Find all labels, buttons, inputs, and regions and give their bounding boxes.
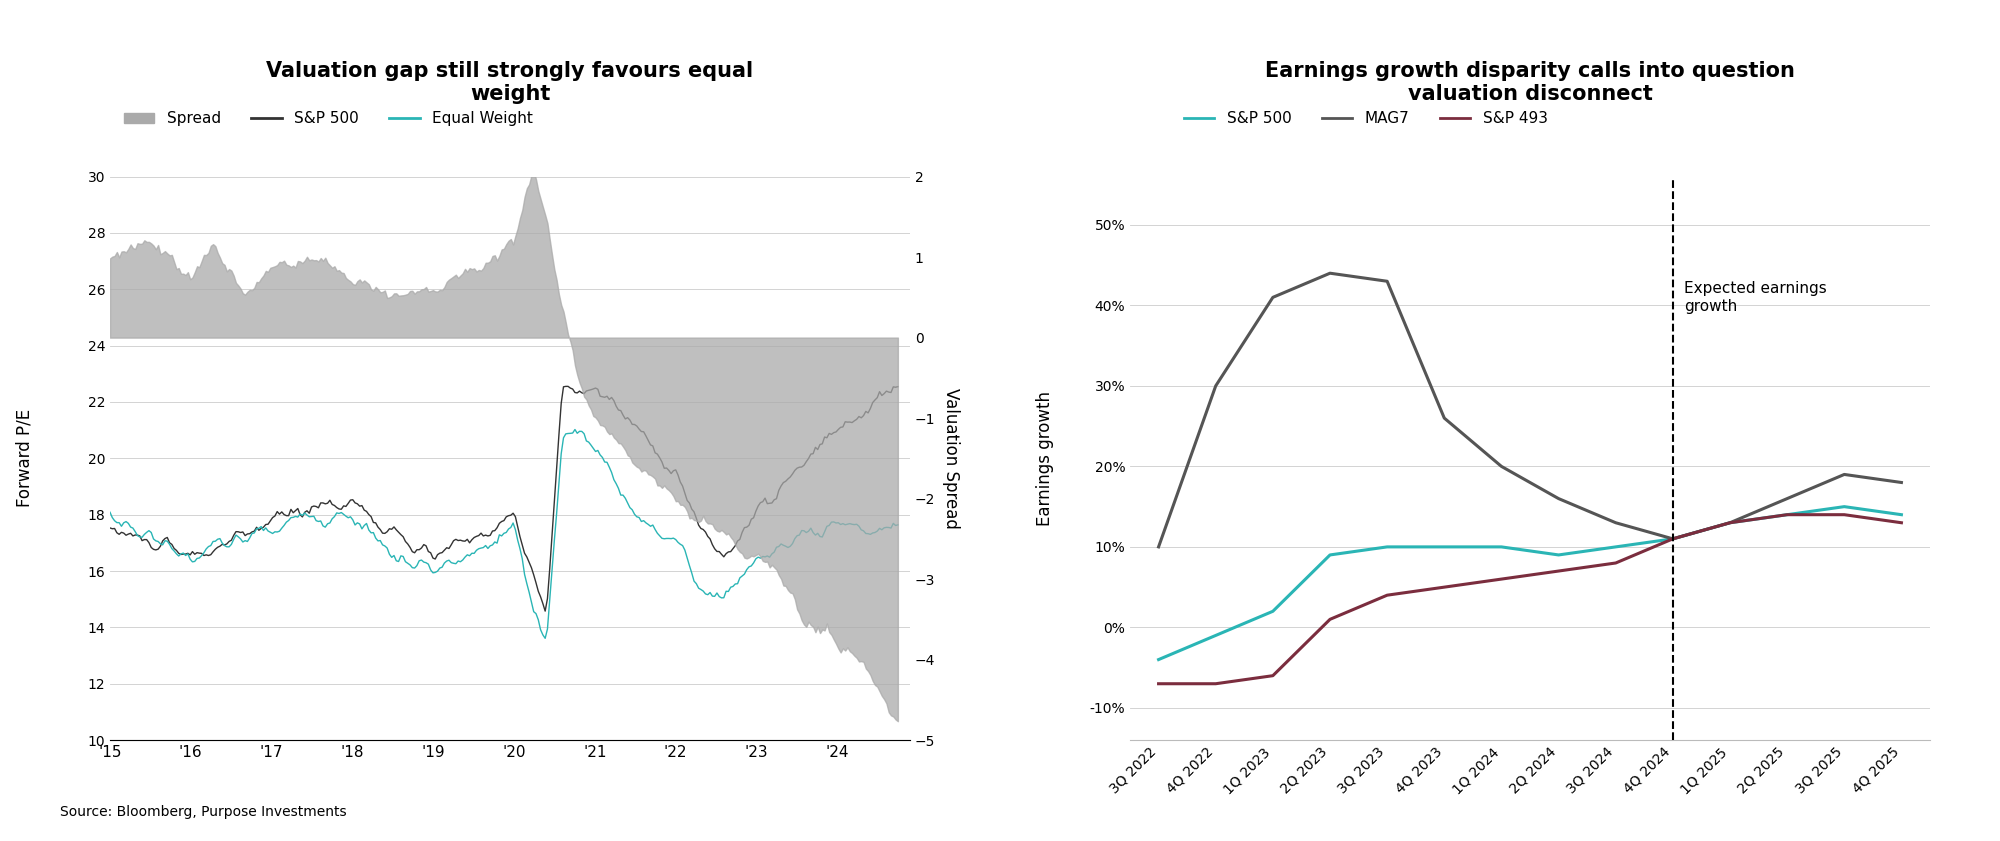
Y-axis label: Valuation Spread: Valuation Spread [942, 388, 960, 529]
Text: Expected earnings
growth: Expected earnings growth [1684, 281, 1828, 314]
Y-axis label: Forward P/E: Forward P/E [16, 410, 34, 507]
Title: Earnings growth disparity calls into question
valuation disconnect: Earnings growth disparity calls into que… [1266, 61, 1794, 104]
Title: Valuation gap still strongly favours equal
weight: Valuation gap still strongly favours equ… [266, 61, 754, 104]
Legend: Spread, S&P 500, Equal Weight: Spread, S&P 500, Equal Weight [118, 105, 540, 133]
Y-axis label: Earnings growth: Earnings growth [1036, 391, 1054, 526]
Text: Source: Bloomberg, Purpose Investments: Source: Bloomberg, Purpose Investments [60, 805, 346, 819]
Legend: S&P 500, MAG7, S&P 493: S&P 500, MAG7, S&P 493 [1178, 105, 1554, 133]
